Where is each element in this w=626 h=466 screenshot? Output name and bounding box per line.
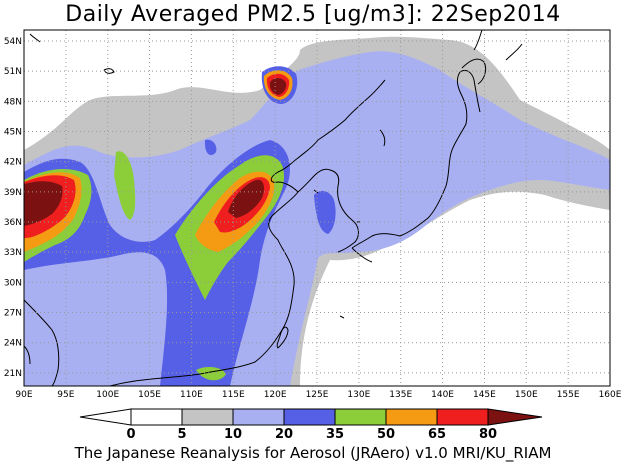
colorbar-swatch [130, 408, 183, 426]
lat-label: 39N [4, 188, 22, 198]
lon-label: 100E [96, 390, 119, 400]
longitude-labels: 90E 95E 100E 105E 110E 115E 120E 125E 130E 135E 14… [15, 390, 621, 400]
lat-label: 42N [4, 158, 22, 168]
colorbar: 0 5 10 20 35 50 65 80 [79, 408, 543, 442]
coastline-china-korea [109, 79, 386, 386]
lon-label: 140E [431, 390, 454, 400]
colorbar-swatch [334, 408, 387, 426]
lon-label: 130E [347, 390, 370, 400]
lat-label: 24N [4, 339, 22, 349]
lon-label: 90E [15, 390, 32, 400]
colorbar-swatch [232, 408, 285, 426]
colorbar-level-label: 80 [479, 427, 497, 442]
pm25-level-35-50-b [114, 151, 136, 220]
colorbar-level-label: 10 [224, 427, 242, 442]
colorbar-level-label: 35 [326, 427, 344, 442]
lat-label: 30N [4, 278, 22, 288]
colorbar-level-label: 50 [377, 427, 395, 442]
lat-label: 21N [4, 369, 22, 379]
colorbar-swatch [181, 408, 234, 426]
coastline-japan [351, 69, 481, 263]
coastline-north-lake [29, 33, 115, 74]
map-frame [23, 29, 611, 387]
colorbar-swatch [436, 408, 489, 426]
colorbar-level-label: 65 [428, 427, 446, 442]
lat-label: 54N [4, 37, 22, 47]
lon-label: 135E [389, 390, 412, 400]
lon-label: 145E [473, 390, 496, 400]
lon-label: 160E [599, 390, 622, 400]
colorbar-max-arrow [487, 408, 543, 426]
lon-label: 115E [222, 390, 245, 400]
lon-label: 95E [57, 390, 74, 400]
lat-label: 33N [4, 248, 22, 258]
lat-label: 48N [4, 97, 22, 107]
pm25-level-80-plus [24, 181, 63, 226]
colorbar-swatch [385, 408, 438, 426]
lon-label: 110E [180, 390, 203, 400]
pm25-level-20-35-d [204, 139, 217, 156]
lat-label: 36N [4, 218, 22, 228]
colorbar-swatch [283, 408, 336, 426]
lat-label: 27N [4, 309, 22, 319]
colorbar-level-label: 0 [126, 427, 135, 442]
lat-label: 51N [4, 67, 22, 77]
lon-label: 155E [557, 390, 580, 400]
colorbar-level-label: 5 [177, 427, 186, 442]
pm25-level-80-plus-c [269, 77, 287, 95]
lon-label: 120E [264, 390, 287, 400]
lon-label: 105E [138, 390, 161, 400]
latitude-labels: 54N 51N 48N 45N 42N 39N 36N 33N 30N 27N 24N 21N [4, 37, 22, 379]
coastline-west [24, 299, 60, 386]
colorbar-level-label: 20 [275, 427, 293, 442]
pm25-level-20-35-c [314, 190, 336, 234]
concentration-field [24, 36, 610, 386]
coastline-taiwan [276, 326, 289, 349]
map-title: Daily Averaged PM2.5 [ug/m3]: 22Sep2014 [65, 2, 561, 27]
pm25-level-80-plus-b [228, 179, 264, 218]
colorbar-min-arrow [79, 408, 132, 426]
lon-label: 125E [306, 390, 329, 400]
graticule [24, 30, 610, 386]
credit-line: The Japanese Reanalysis for Aerosol (JRA… [74, 444, 552, 462]
lon-label: 150E [515, 390, 538, 400]
lat-label: 45N [4, 128, 22, 138]
coastline-island-a [339, 315, 345, 319]
